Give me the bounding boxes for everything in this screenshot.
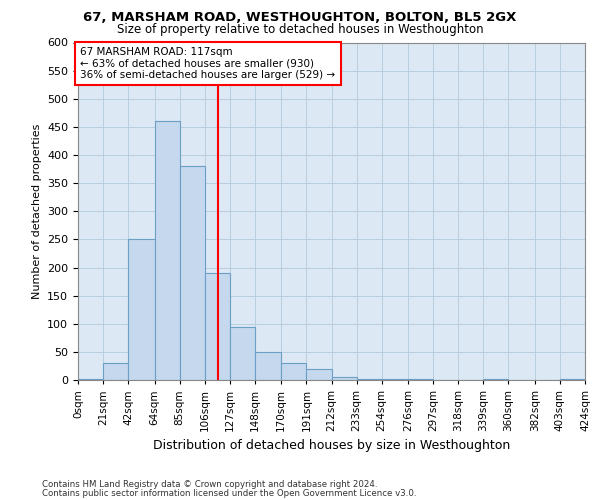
Bar — [307, 369, 331, 380]
Y-axis label: Number of detached properties: Number of detached properties — [32, 124, 41, 299]
Text: Contains public sector information licensed under the Open Government Licence v3: Contains public sector information licen… — [42, 489, 416, 498]
Bar — [230, 326, 255, 380]
Bar — [255, 352, 281, 380]
Bar — [356, 379, 382, 380]
Bar — [179, 166, 205, 380]
Bar — [103, 363, 128, 380]
Text: 67 MARSHAM ROAD: 117sqm
← 63% of detached houses are smaller (930)
36% of semi-d: 67 MARSHAM ROAD: 117sqm ← 63% of detache… — [80, 47, 335, 80]
Bar — [205, 273, 230, 380]
Bar — [155, 121, 179, 380]
Text: Contains HM Land Registry data © Crown copyright and database right 2024.: Contains HM Land Registry data © Crown c… — [42, 480, 377, 489]
X-axis label: Distribution of detached houses by size in Westhoughton: Distribution of detached houses by size … — [153, 440, 510, 452]
Bar — [128, 240, 155, 380]
Bar — [331, 377, 356, 380]
Text: Size of property relative to detached houses in Westhoughton: Size of property relative to detached ho… — [116, 22, 484, 36]
Text: 67, MARSHAM ROAD, WESTHOUGHTON, BOLTON, BL5 2GX: 67, MARSHAM ROAD, WESTHOUGHTON, BOLTON, … — [83, 11, 517, 24]
Bar — [281, 363, 307, 380]
